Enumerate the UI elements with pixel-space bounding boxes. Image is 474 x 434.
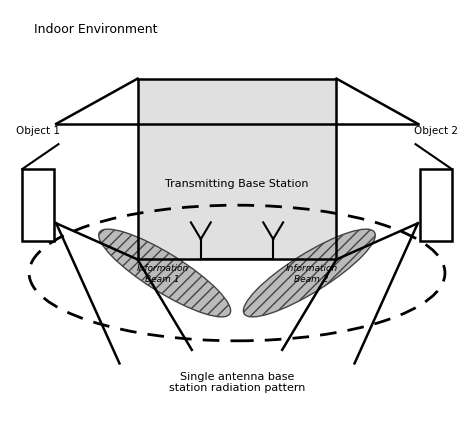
Ellipse shape — [99, 230, 231, 317]
Ellipse shape — [243, 230, 375, 317]
Text: Information
Beam 1: Information Beam 1 — [137, 264, 189, 283]
Text: Indoor Environment: Indoor Environment — [34, 23, 157, 36]
Bar — [420, 170, 452, 242]
Text: Information
Beam 2: Information Beam 2 — [285, 264, 337, 283]
Text: Object 2: Object 2 — [414, 126, 458, 136]
Text: Single antenna base
station radiation pattern: Single antenna base station radiation pa… — [169, 371, 305, 392]
Text: Transmitting Base Station: Transmitting Base Station — [165, 178, 309, 188]
Polygon shape — [137, 79, 337, 125]
Text: Object 1: Object 1 — [16, 126, 60, 136]
Bar — [22, 170, 54, 242]
Polygon shape — [137, 79, 337, 260]
